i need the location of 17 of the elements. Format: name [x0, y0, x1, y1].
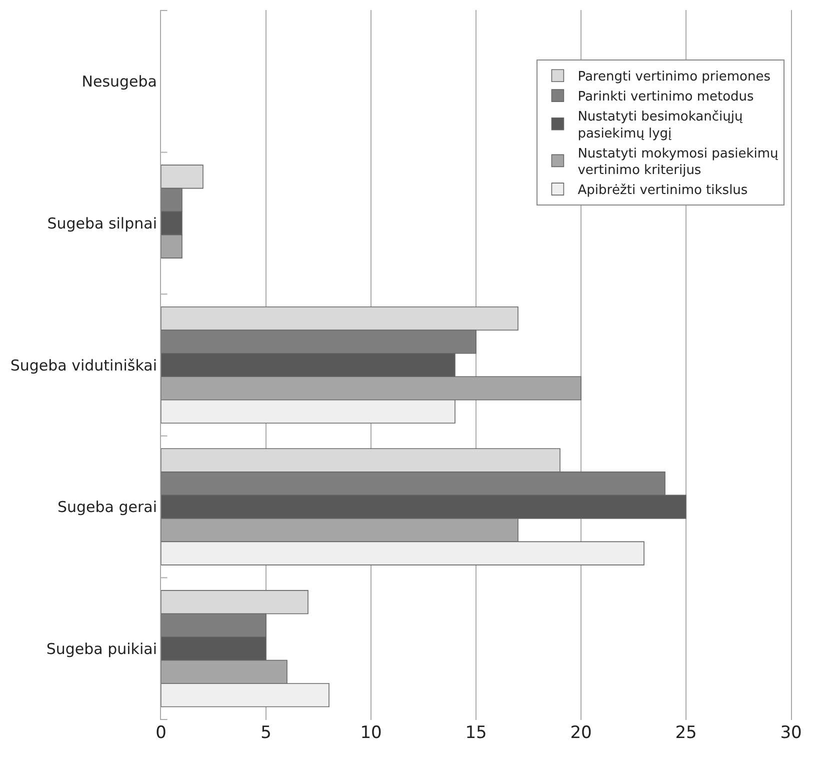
x-tick-label: 20	[570, 723, 592, 743]
y-tick-label: Sugeba silpnai	[47, 214, 157, 232]
x-tick-label: 25	[675, 723, 697, 743]
y-tick-label: Sugeba gerai	[57, 498, 157, 516]
y-tick-label: Nesugeba	[82, 72, 157, 91]
legend-label: Apibrėžti vertinimo tikslus	[578, 183, 748, 198]
legend-label: Parengti vertinimo priemones	[578, 70, 771, 85]
legend-label: Nustatyti mokymosi pasiekimų vertinimo kriterijus	[578, 146, 778, 178]
y-tick-label: Sugeba puikiai	[46, 640, 157, 658]
legend-label: Nustatyti besimokančiųjų pasiekimų lygį	[578, 110, 743, 142]
x-tick-label: 10	[360, 723, 382, 743]
x-tick-label: 5	[260, 723, 272, 743]
x-tick-label: 30	[780, 723, 802, 743]
x-tick-label: 15	[465, 723, 487, 743]
y-tick-label: Sugeba vidutiniškai	[10, 356, 157, 374]
x-tick-label: 0	[156, 723, 166, 743]
legend-label: Parinkti vertinimo metodus	[578, 90, 754, 105]
